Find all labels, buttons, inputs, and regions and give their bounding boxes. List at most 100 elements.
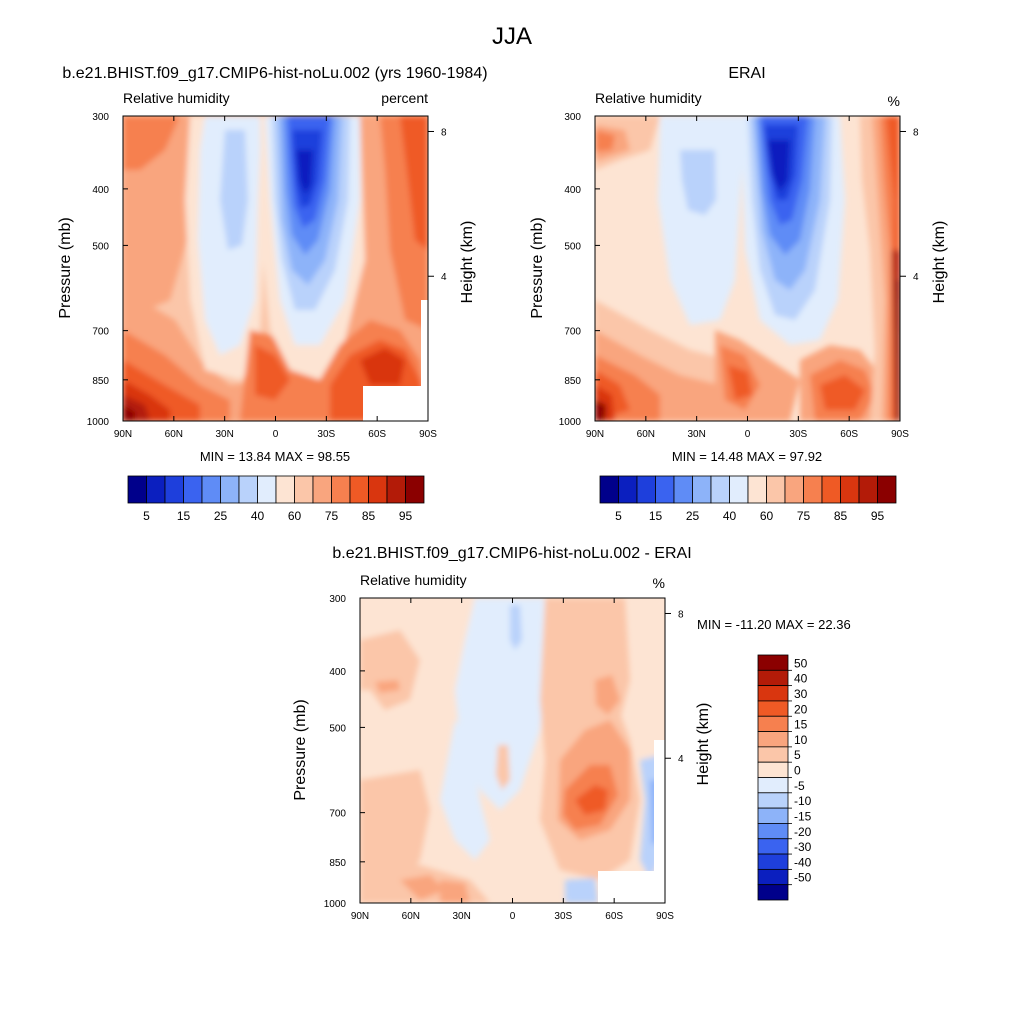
panel-model-colorbar-label: 60 bbox=[288, 509, 302, 523]
panel-erai-xtick-label: 60S bbox=[840, 429, 858, 440]
panel-model-colorbar-swatch bbox=[331, 475, 351, 504]
panel-model-right-label: percent bbox=[381, 90, 428, 106]
panel-model-stats: MIN = 13.84 MAX = 98.55 bbox=[200, 449, 350, 464]
panel-model-ytick-label: 1000 bbox=[87, 417, 110, 428]
panel-diff-colorbar-label: -20 bbox=[794, 825, 812, 839]
panel-model-y2tick-label: 4 bbox=[441, 272, 447, 283]
panel-erai-colorbar-swatch bbox=[729, 475, 749, 504]
panel-model-ytick-label: 300 bbox=[92, 112, 109, 123]
panel-erai-colorbar-label: 15 bbox=[649, 509, 663, 523]
panel-erai-colorbar-swatch bbox=[673, 475, 693, 504]
panel-diff-colorbar-swatch bbox=[757, 731, 789, 748]
panel-diff-y2tick-label: 8 bbox=[678, 609, 684, 620]
panel-diff-colorbar-label: -5 bbox=[794, 779, 805, 793]
panel-model-colorbar-swatch bbox=[275, 475, 295, 504]
panel-erai-colorbar-swatch bbox=[636, 475, 656, 504]
panel-diff-colorbar-label: 50 bbox=[794, 656, 808, 670]
panel-model-colorbar-swatch bbox=[183, 475, 203, 504]
panel-diff-colorbar-swatch bbox=[757, 838, 789, 855]
panel-diff-colorbar-swatch bbox=[757, 654, 789, 671]
panel-model-ytick-label: 400 bbox=[92, 185, 109, 196]
panel-diff-colorbar-swatch bbox=[757, 823, 789, 840]
panel-erai-colorbar-label: 40 bbox=[723, 509, 737, 523]
panel-model-xtick-label: 30S bbox=[317, 429, 335, 440]
panel-diff-right-label: % bbox=[653, 575, 665, 591]
panel-erai-right-label: % bbox=[888, 93, 900, 109]
panel-diff-ylabel2: Height (km) bbox=[695, 703, 712, 786]
panel-model-ylabel2: Height (km) bbox=[459, 221, 476, 304]
panel-model-colorbar-swatch bbox=[127, 475, 147, 504]
panel-model-xtick-label: 60S bbox=[368, 429, 386, 440]
panel-model-xtick-label: 90N bbox=[114, 429, 132, 440]
panel-model-colorbar-swatch bbox=[146, 475, 166, 504]
panel-erai-ytick-label: 850 bbox=[564, 376, 581, 387]
panel-diff-ytick-label: 1000 bbox=[324, 899, 347, 910]
panel-diff-colorbar-label: 5 bbox=[794, 748, 801, 762]
panel-erai-xtick-label: 0 bbox=[745, 429, 751, 440]
panel-diff-field bbox=[360, 598, 665, 903]
panel-erai-colorbar-swatch bbox=[858, 475, 878, 504]
panel-erai-colorbar-label: 25 bbox=[686, 509, 700, 523]
panel-diff-colorbar-swatch bbox=[757, 884, 789, 901]
panel-model-colorbar-swatch bbox=[220, 475, 240, 504]
panel-model-ylabel: Pressure (mb) bbox=[57, 217, 74, 318]
panel-diff-colorbar-swatch bbox=[757, 700, 789, 717]
panel-erai-y2tick-label: 8 bbox=[913, 127, 919, 138]
panel-model-colorbar-label: 75 bbox=[325, 509, 339, 523]
panel-erai-colorbar-label: 75 bbox=[797, 509, 811, 523]
panel-model-colorbar: 5 15 25 40 60 75 85 95 bbox=[127, 475, 425, 523]
panel-diff: b.e21.BHIST.f09_g17.CMIP6-hist-noLu.002 … bbox=[292, 545, 851, 922]
panel-erai-colorbar-swatch bbox=[692, 475, 712, 504]
panel-erai-ytick-label: 400 bbox=[564, 185, 581, 196]
panel-erai-colorbar-swatch bbox=[766, 475, 786, 504]
panel-diff-stats: MIN = -11.20 MAX = 22.36 bbox=[697, 617, 851, 632]
panel-model-left-label: Relative humidity bbox=[123, 90, 230, 106]
panel-model-xtick-label: 30N bbox=[215, 429, 233, 440]
figure-title: JJA bbox=[492, 23, 532, 50]
panel-erai-ytick-label: 700 bbox=[564, 327, 581, 338]
panel-diff-colorbar-label: -30 bbox=[794, 840, 812, 854]
panel-diff-colorbar-label: -10 bbox=[794, 794, 812, 808]
panel-model-colorbar-label: 40 bbox=[251, 509, 265, 523]
panel-erai-ylabel2: Height (km) bbox=[931, 221, 948, 304]
panel-diff-left-label: Relative humidity bbox=[360, 572, 467, 588]
panel-diff-colorbar-swatch bbox=[757, 685, 789, 702]
panel-erai-xtick-label: 30N bbox=[687, 429, 705, 440]
panel-erai-colorbar-swatch bbox=[803, 475, 823, 504]
panel-diff-colorbar-label: -40 bbox=[794, 855, 812, 869]
panel-model-colorbar-swatch bbox=[349, 475, 369, 504]
panel-erai-ytick-label: 1000 bbox=[559, 417, 582, 428]
panel-erai-y2tick-label: 4 bbox=[913, 272, 919, 283]
panel-diff-colorbar-label: 15 bbox=[794, 718, 808, 732]
panel-diff-colorbar-swatch bbox=[757, 761, 789, 778]
panel-diff-title: b.e21.BHIST.f09_g17.CMIP6-hist-noLu.002 … bbox=[332, 545, 691, 562]
panel-diff-y2tick-label: 4 bbox=[678, 754, 684, 765]
panel-diff-ylabel: Pressure (mb) bbox=[292, 699, 309, 800]
panel-diff-colorbar-label: 0 bbox=[794, 764, 801, 778]
panel-diff-xtick-label: 90N bbox=[351, 911, 369, 922]
panel-model-colorbar-swatch bbox=[257, 475, 277, 504]
panel-diff-colorbar-swatch bbox=[757, 853, 789, 870]
panel-erai-stats: MIN = 14.48 MAX = 97.92 bbox=[672, 449, 822, 464]
panel-erai-xtick-label: 90N bbox=[586, 429, 604, 440]
panel-erai-colorbar-label: 85 bbox=[834, 509, 848, 523]
panel-model-colorbar-label: 5 bbox=[143, 509, 150, 523]
panel-diff-xtick-label: 90S bbox=[656, 911, 674, 922]
panel-erai-xtick-label: 60N bbox=[637, 429, 655, 440]
panel-model-xtick-label: 60N bbox=[165, 429, 183, 440]
panel-diff-colorbar-swatch bbox=[757, 715, 789, 732]
panel-erai-ylabel: Pressure (mb) bbox=[529, 217, 546, 318]
panel-diff-colorbar-label: 10 bbox=[794, 733, 808, 747]
panel-model-colorbar-label: 25 bbox=[214, 509, 228, 523]
panel-model-colorbar-label: 15 bbox=[177, 509, 191, 523]
panel-model-colorbar-swatch bbox=[164, 475, 184, 504]
panel-diff-colorbar-swatch bbox=[757, 868, 789, 886]
panel-diff-ytick-label: 300 bbox=[329, 594, 346, 605]
panel-erai-ytick-label: 300 bbox=[564, 112, 581, 123]
panel-model-colorbar-swatch bbox=[386, 475, 406, 504]
panel-erai-colorbar-label: 5 bbox=[615, 509, 622, 523]
panel-erai: ERAI Relative humidity % bbox=[529, 65, 948, 523]
panel-model-colorbar-label: 95 bbox=[399, 509, 413, 523]
panel-diff-ytick-label: 500 bbox=[329, 723, 346, 734]
panel-model-y2tick-label: 8 bbox=[441, 127, 447, 138]
